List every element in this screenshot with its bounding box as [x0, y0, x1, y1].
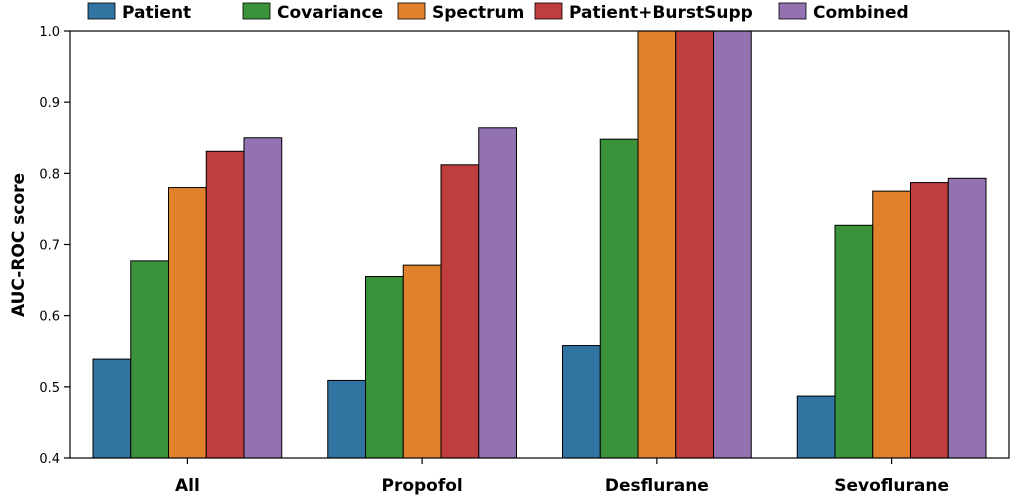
bar-combined-sevoflurane	[947, 177, 987, 459]
bar-covariance-propofol	[365, 276, 404, 459]
legend-swatch	[242, 2, 271, 20]
legend-label: Patient+BurstSupp	[569, 3, 753, 23]
x-category-label: Propofol	[381, 476, 462, 496]
y-tick-label: 1.0	[39, 25, 60, 40]
y-axis: 0.4 0.5 0.6 0.7 0.8 0.9 1.0	[39, 25, 70, 467]
bar-spectrum-propofol	[402, 264, 442, 459]
y-tick-label: 0.4	[39, 452, 60, 467]
bar-patient-propofol	[327, 379, 367, 459]
bar-spectrum-all	[168, 187, 207, 459]
legend-label: Spectrum	[432, 3, 524, 23]
bar-patient-burstsupp-sevoflurane	[909, 182, 949, 459]
bar-combined-propofol	[478, 127, 517, 459]
y-tick-label: 0.7	[39, 239, 60, 254]
x-category-label: Sevoflurane	[834, 476, 949, 496]
bar-covariance-sevoflurane	[834, 224, 874, 459]
legend-label: Patient	[122, 3, 191, 23]
bar-patient-burstsupp-desflurane	[675, 30, 714, 459]
x-category-label: All	[175, 476, 200, 496]
bar-covariance-desflurane	[599, 138, 639, 459]
bar-patient-burstsupp-propofol	[440, 164, 480, 459]
legend-label: Combined	[813, 3, 909, 23]
legend: Patient Covariance Spectrum Patient+BurstSu…	[87, 2, 909, 23]
bars	[92, 30, 987, 459]
bar-patient-desflurane	[562, 345, 601, 459]
bar-spectrum-sevoflurane	[872, 190, 911, 459]
legend-swatch	[778, 2, 807, 20]
y-axis-title: AUC-ROC score	[9, 173, 29, 317]
legend-swatch	[397, 2, 426, 20]
legend-label: Covariance	[277, 3, 383, 23]
bar-combined-desflurane	[712, 30, 752, 459]
plot-frame	[69, 30, 1010, 459]
x-category-label: Desflurane	[605, 476, 709, 496]
y-tick-label: 0.9	[39, 96, 60, 111]
y-tick-label: 0.8	[39, 167, 60, 182]
x-axis: All Propofol Desflurane Sevoflurane	[175, 458, 949, 496]
bar-patient-all	[92, 358, 132, 459]
bar-covariance-all	[130, 260, 170, 459]
bar-combined-all	[243, 137, 283, 459]
bar-patient-sevoflurane	[796, 395, 836, 459]
bar-patient-burstsupp-all	[205, 150, 245, 459]
y-tick-label: 0.5	[39, 381, 60, 396]
legend-swatch	[534, 2, 563, 20]
bar-spectrum-desflurane	[637, 30, 677, 459]
legend-swatch	[87, 2, 116, 20]
y-tick-label: 0.6	[39, 310, 60, 325]
